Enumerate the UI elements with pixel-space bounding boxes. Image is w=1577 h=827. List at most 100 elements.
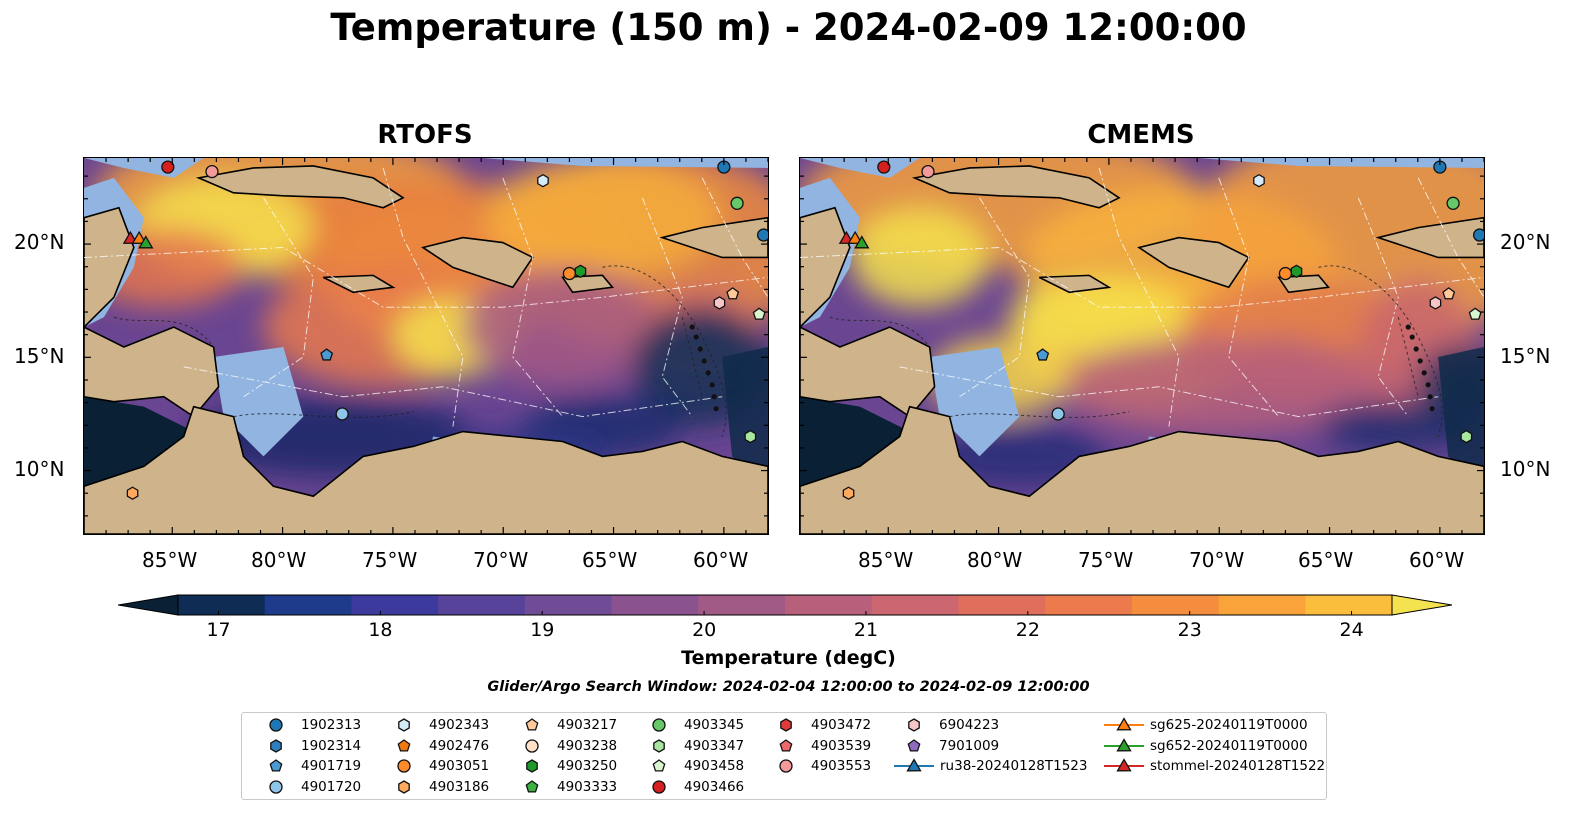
- map-marker-6904223: [713, 296, 726, 310]
- lon-label-rtofs-70: 70°W: [473, 548, 529, 572]
- map-marker-4902343: [1253, 173, 1265, 188]
- legend-label: sg625-20240119T0000: [1150, 717, 1308, 733]
- legend-marker-icon: [780, 718, 792, 732]
- lat-label-left-20: 20°N: [14, 230, 65, 254]
- legend-marker-icon: [526, 759, 538, 773]
- legend-marker-icon: [270, 738, 282, 753]
- panel-title-rtofs: RTOFS: [377, 120, 473, 150]
- colorbar: [118, 594, 1452, 616]
- map-marker-4903458: [1468, 307, 1482, 320]
- map-marker-sg652-20240119T0000: [138, 235, 154, 249]
- legend-label: 4901720: [301, 778, 362, 795]
- legend-label: 4903051: [429, 758, 490, 774]
- legend-label: 4903238: [557, 737, 618, 754]
- lon-label-cmems-85: 85°W: [858, 548, 914, 572]
- legend-label: 6904223: [939, 717, 1000, 733]
- legend-label: 4903217: [557, 717, 618, 733]
- legend-marker-icon: [1104, 758, 1144, 772]
- lon-label-rtofs-75: 75°W: [362, 548, 418, 572]
- legend-label: 4903186: [429, 778, 490, 795]
- legend-marker-icon: [525, 779, 539, 793]
- legend-marker-icon: [907, 738, 921, 752]
- map-marker-sg625-20240119T0000: [847, 230, 863, 244]
- map-marker-4901720: [1051, 407, 1065, 421]
- colorbar-tick-label: 22: [1015, 619, 1040, 641]
- legend-marker-icon: [525, 718, 539, 731]
- legend-marker-icon: [397, 738, 411, 752]
- lat-label-right-15: 15°N: [1500, 344, 1551, 368]
- legend-marker-icon: [398, 718, 410, 732]
- map-marker-4903458: [752, 307, 766, 320]
- legend-marker-icon: [779, 738, 793, 752]
- legend-label: 4902476: [429, 737, 490, 754]
- map-marker-4903051: [1278, 266, 1293, 281]
- legend-label: sg652-20240119T0000: [1150, 737, 1308, 754]
- map-marker-1902313: [1472, 228, 1484, 242]
- figure-title: Temperature (150 m) - 2024-02-09 12:00:0…: [330, 6, 1247, 49]
- lat-label-left-15: 15°N: [14, 344, 65, 368]
- colorbar-tick-label: 17: [206, 619, 231, 641]
- lon-label-cmems-80: 80°W: [967, 548, 1023, 572]
- lat-label-right-10: 10°N: [1500, 457, 1551, 481]
- map-marker-sg625-20240119T0000: [131, 230, 147, 244]
- map-marker-1902313: [756, 228, 768, 242]
- map-marker-4903051: [562, 266, 577, 281]
- legend-marker-icon: [779, 759, 793, 773]
- search-window-text: Glider/Argo Search Window: 2024-02-04 12…: [487, 679, 1090, 695]
- colorbar-tick-label: 24: [1339, 619, 1364, 641]
- legend-marker-icon: [652, 779, 666, 794]
- colorbar-label: Temperature (degC): [681, 647, 896, 669]
- lat-label-left-10: 10°N: [14, 457, 65, 481]
- lon-label-rtofs-65: 65°W: [582, 548, 638, 572]
- panel-title-cmems: CMEMS: [1087, 120, 1195, 150]
- map-marker-4903347: [1460, 429, 1473, 444]
- rtofs-map: [83, 157, 769, 535]
- colorbar-tick-label: 18: [368, 619, 393, 641]
- map-marker-6904223: [1429, 296, 1442, 310]
- cmems-map: [799, 157, 1485, 535]
- legend-label: 1902314: [301, 737, 362, 754]
- legend-label: 4903347: [684, 737, 745, 754]
- legend-label: 4901719: [301, 758, 362, 774]
- lon-label-cmems-75: 75°W: [1078, 548, 1134, 572]
- legend-marker-icon: [652, 718, 666, 732]
- legend-marker-icon: [397, 759, 411, 773]
- legend-label: 4902343: [429, 717, 490, 733]
- legend-label: 7901009: [939, 737, 1000, 754]
- map-marker-4903250: [574, 264, 587, 279]
- lon-label-rtofs-85: 85°W: [142, 548, 198, 572]
- legend-marker-icon: [269, 779, 283, 794]
- legend-label: 4903250: [557, 758, 618, 774]
- map-marker-4901720: [335, 407, 349, 421]
- legend-label: 4903466: [684, 778, 745, 795]
- map-marker-4903466: [877, 160, 891, 174]
- legend-marker-icon: [525, 738, 539, 753]
- map-marker-4902343: [537, 173, 549, 188]
- lon-label-cmems-60: 60°W: [1409, 548, 1465, 572]
- legend-marker-icon: [652, 759, 666, 772]
- map-marker-4901719: [1036, 348, 1050, 361]
- legend-label: 4903333: [557, 778, 618, 795]
- legend-label: stommel-20240128T1522: [1150, 758, 1326, 774]
- map-marker-4903345: [1446, 196, 1460, 210]
- colorbar-tick-label: 20: [692, 619, 717, 641]
- legend-label: 1902313: [301, 717, 362, 733]
- map-marker-4903186: [126, 486, 139, 500]
- lon-label-cmems-70: 70°W: [1189, 548, 1245, 572]
- legend-marker-icon: [894, 758, 934, 772]
- legend: 1902313 1902314 4901719 4901720 4902343 49024…: [241, 712, 1327, 800]
- map-marker-4903217: [726, 287, 740, 300]
- legend-marker-icon: [908, 718, 920, 732]
- colorbar-tick-label: 19: [530, 619, 555, 641]
- lon-label-cmems-65: 65°W: [1298, 548, 1354, 572]
- legend-marker-icon: [398, 779, 410, 794]
- legend-label: ru38-20240128T1523: [940, 758, 1088, 774]
- legend-label: 4903472: [811, 717, 872, 733]
- map-marker-4903217: [1442, 287, 1456, 300]
- map-marker-4903553: [921, 164, 935, 179]
- map-marker-4903553: [205, 164, 219, 179]
- map-marker-4903186: [842, 486, 855, 500]
- legend-label: 4903553: [811, 758, 872, 774]
- legend-label: 4903458: [684, 758, 745, 774]
- legend-marker-icon: [269, 718, 283, 732]
